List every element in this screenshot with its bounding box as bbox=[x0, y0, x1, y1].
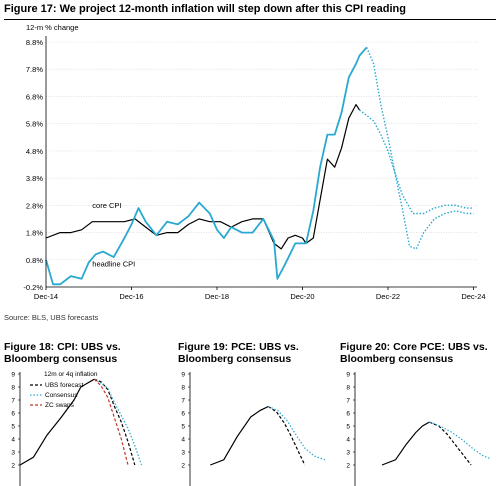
y-tick-label: 3 bbox=[346, 450, 350, 457]
y-tick-label: 5.8% bbox=[26, 120, 43, 129]
series-headline-cpi bbox=[45, 46, 368, 286]
annotation-core-cpi: core CPI bbox=[92, 201, 121, 210]
y-tick-label: 2 bbox=[346, 463, 350, 470]
series-history bbox=[210, 405, 269, 466]
sub-chart-title-3: Figure 20: Core PCE: UBS vs. Bloomberg c… bbox=[340, 341, 488, 365]
series-ubs-forecast bbox=[267, 405, 306, 466]
y-tick-label: 4 bbox=[181, 437, 185, 444]
y-tick-label: 7 bbox=[11, 398, 15, 405]
y-tick-label: 7 bbox=[181, 398, 185, 405]
y-tick-label: 5 bbox=[11, 424, 15, 431]
y-tick-label: 2 bbox=[181, 463, 185, 470]
series-headline-cpi-forecast bbox=[366, 47, 474, 250]
y-tick-label: 1.8% bbox=[26, 229, 43, 238]
sub-chart-core-pce: 9 8 7 6 5 4 3 2 bbox=[346, 372, 491, 486]
y-tick-label: 6 bbox=[346, 411, 350, 418]
y-tick-label: 8 bbox=[346, 385, 350, 392]
x-tick-label: Dec-18 bbox=[205, 292, 229, 301]
y-tick-label: 2.8% bbox=[26, 201, 43, 210]
y-tick-label: 6 bbox=[181, 411, 185, 418]
main-chart: -0.2% 0.8% 1.8% 2.8% 3.8% 4.8% 5.8% 6.8% 7.8% 8.8… bbox=[23, 23, 485, 301]
y-axis-label: 12-m % change bbox=[26, 23, 79, 32]
y-tick-label: 8 bbox=[181, 385, 185, 392]
series-zc-swaps bbox=[93, 378, 129, 466]
x-tick-label: Dec-24 bbox=[461, 292, 485, 301]
y-tick-label: 9 bbox=[346, 372, 350, 379]
y-axis-label: 12m or 4q inflation bbox=[44, 371, 98, 378]
y-tick-label: 6 bbox=[11, 411, 15, 418]
y-tick-label: 5 bbox=[346, 424, 350, 431]
y-tick-label: 2 bbox=[11, 463, 15, 470]
sub-chart-title-2: Figure 19: PCE: UBS vs. Bloomberg consen… bbox=[178, 341, 299, 365]
y-tick-label: 7.8% bbox=[26, 65, 43, 74]
main-chart-title: Figure 17: We project 12-month inflation… bbox=[4, 3, 406, 15]
sub-chart-pce: 9 8 7 6 5 4 3 2 bbox=[181, 372, 326, 486]
title-rule bbox=[4, 19, 496, 20]
y-tick-label: 8.8% bbox=[26, 38, 43, 47]
chart-source: Source: BLS, UBS forecasts bbox=[4, 313, 99, 322]
y-tick-label: 9 bbox=[181, 372, 185, 379]
x-tick-label: Dec-16 bbox=[119, 292, 143, 301]
annotation-headline-cpi: headline CPI bbox=[92, 260, 135, 269]
y-tick-label: -0.2% bbox=[23, 283, 43, 292]
y-tick-label: 3 bbox=[11, 450, 15, 457]
series-history bbox=[19, 378, 95, 466]
x-tick-label: Dec-22 bbox=[376, 292, 400, 301]
y-tick-label: 8 bbox=[11, 385, 15, 392]
x-tick-label: Dec-20 bbox=[290, 292, 314, 301]
y-tick-label: 6.8% bbox=[26, 92, 43, 101]
series-consensus bbox=[268, 405, 326, 461]
y-tick-label: 3.8% bbox=[26, 174, 43, 183]
sub-chart-title-1: Figure 18: CPI: UBS vs. Bloomberg consen… bbox=[4, 341, 121, 365]
series-ubs-forecast bbox=[429, 421, 472, 466]
series-consensus bbox=[429, 421, 491, 460]
y-tick-label: 5 bbox=[181, 424, 185, 431]
series-consensus bbox=[93, 378, 143, 466]
y-tick-label: 3 bbox=[181, 450, 185, 457]
y-tick-label: 9 bbox=[11, 372, 15, 379]
legend-item: UBS forecast bbox=[45, 382, 83, 389]
y-tick-label: 7 bbox=[346, 398, 350, 405]
y-tick-label: 4.8% bbox=[26, 147, 43, 156]
y-tick-label: 4 bbox=[11, 437, 15, 444]
legend-item: Consensus bbox=[45, 392, 78, 399]
series-ubs-forecast bbox=[94, 378, 136, 466]
y-tick-label: 4 bbox=[346, 437, 350, 444]
series-history bbox=[381, 421, 430, 466]
sub-chart-cpi: 9 8 7 6 5 4 3 2 12m or 4q inflation UBS forecast C… bbox=[11, 371, 143, 486]
y-tick-label: 0.8% bbox=[26, 256, 43, 265]
legend-item: ZC swaps bbox=[45, 402, 75, 409]
x-tick-label: Dec-14 bbox=[34, 292, 58, 301]
series-core-cpi-forecast bbox=[359, 109, 474, 215]
series-core-cpi bbox=[45, 103, 361, 250]
